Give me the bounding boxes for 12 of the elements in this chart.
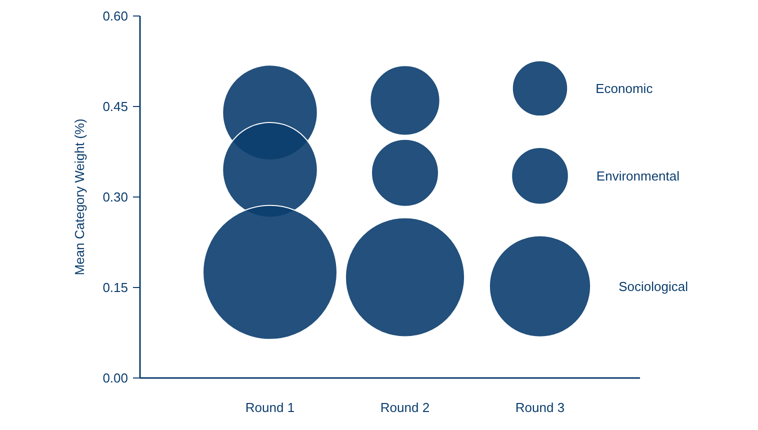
text: Sociological bbox=[618, 278, 688, 294]
y-tick-label: 0.60 bbox=[102, 8, 128, 24]
y-tick-label: 0.30 bbox=[102, 190, 128, 205]
y-tick-label: 0.00 bbox=[102, 370, 128, 386]
x-tick-label: Round 3 bbox=[515, 400, 565, 415]
y-axis-title: Mean Category Weight (%) bbox=[72, 118, 87, 276]
x-tick-label: Round 2 bbox=[380, 400, 430, 415]
x-tick-label: Round 1 bbox=[245, 400, 295, 415]
text: Economic bbox=[596, 80, 654, 96]
y-tick-label: 0.45 bbox=[102, 99, 128, 114]
text: Environmental bbox=[596, 168, 680, 184]
y-tick-label: 0.15 bbox=[102, 280, 128, 296]
